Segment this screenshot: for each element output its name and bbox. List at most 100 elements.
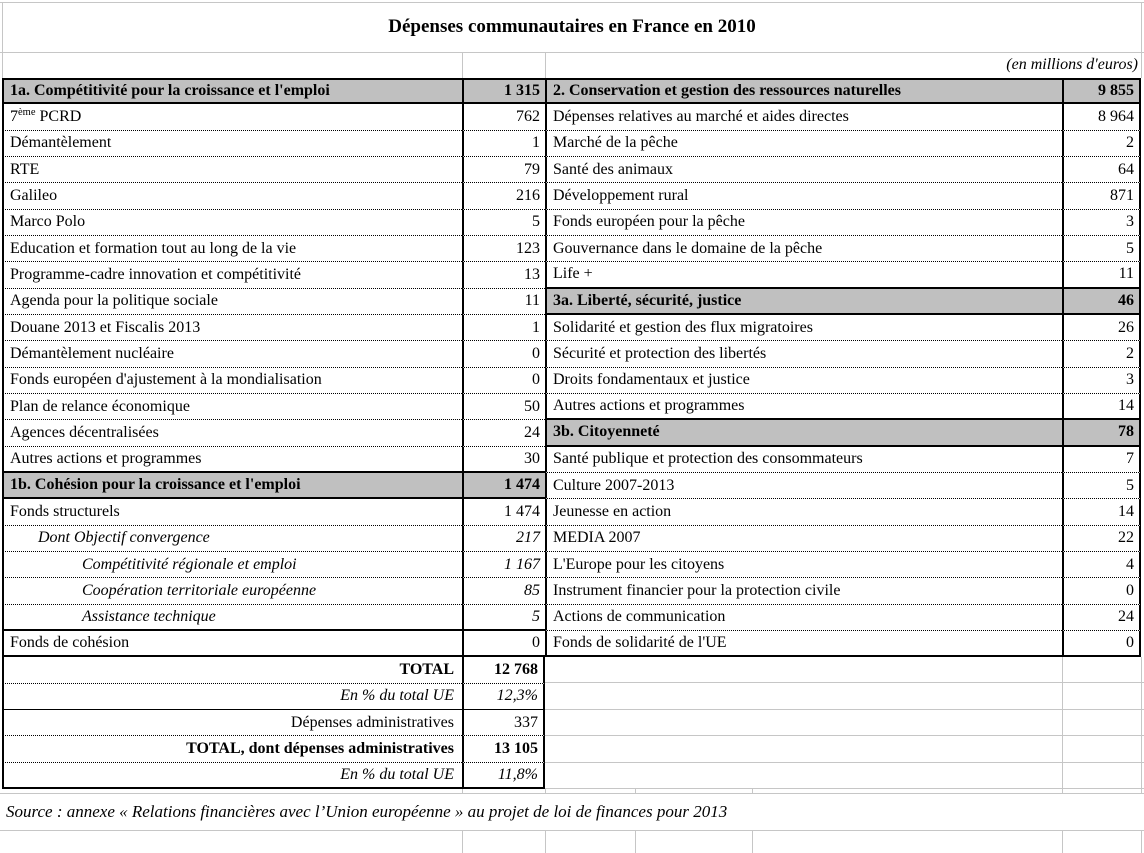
row-label: Jeunesse en action [545, 499, 1062, 526]
row-value: 217 [462, 525, 545, 552]
gridline [0, 52, 1144, 53]
section-header-label: 1b. Cohésion pour la croissance et l'emp… [2, 472, 462, 500]
gridline [0, 2, 1144, 3]
row-value: 2 [1062, 130, 1141, 157]
row-label: Autres actions et programmes [2, 446, 462, 473]
row-label: Fonds européen pour la pêche [545, 209, 1062, 236]
gridline [545, 682, 1144, 683]
row-label: Education et formation tout au long de l… [2, 235, 462, 263]
row-value: 0 [1062, 578, 1141, 605]
row-value: 30 [462, 446, 545, 473]
row-label: Développement rural [545, 183, 1062, 210]
row-value: 1 474 [462, 499, 545, 526]
row-value: 3 [1062, 209, 1141, 236]
row-value: 216 [462, 183, 545, 210]
row-value: 1 167 [462, 551, 545, 579]
row-label: Fonds structurels [2, 499, 462, 526]
row-value: 7 [1062, 446, 1141, 473]
row-label: Dont Objectif convergence [2, 525, 462, 552]
row-label: Santé des animaux [545, 156, 1062, 184]
row-label: Instrument financier pour la protection … [545, 578, 1062, 605]
row-value: 13 [462, 262, 545, 289]
row-label: Droits fondamentaux et justice [545, 367, 1062, 394]
section-header-value: 1 474 [462, 472, 545, 500]
row-value: 24 [1062, 604, 1141, 631]
gridline [462, 52, 463, 78]
gridline [635, 830, 636, 853]
gridline [635, 789, 636, 793]
row-value: 11 [462, 288, 545, 315]
row-label: Solidarité et gestion des flux migratoir… [545, 314, 1062, 342]
row-value: 64 [1062, 156, 1141, 184]
gridline [2, 2, 3, 78]
gridline [545, 709, 1144, 710]
budget-table: 1a. Compétitivité pour la croissance et … [2, 78, 1141, 789]
section-header-label: 3b. Citoyenneté [545, 420, 1062, 447]
gridline [545, 735, 1144, 736]
row-label: Fonds européen d'ajustement à la mondial… [2, 367, 462, 394]
gridline [0, 830, 1144, 831]
row-label: Gouvernance dans le domaine de la pêche [545, 235, 1062, 263]
row-value: 50 [462, 393, 545, 421]
row-label: TOTAL, dont dépenses administratives [2, 736, 462, 763]
row-label: Marco Polo [2, 209, 462, 236]
row-value: 85 [462, 578, 545, 605]
gridline [545, 762, 1144, 763]
row-value: 5 [1062, 472, 1141, 500]
row-value: 1 [462, 130, 545, 157]
section-header-label: 3a. Liberté, sécurité, justice [545, 288, 1062, 315]
gridline [545, 830, 546, 853]
section-header-label: 1a. Compétitivité pour la croissance et … [2, 78, 462, 105]
row-value: 5 [1062, 235, 1141, 263]
row-label: MEDIA 2007 [545, 525, 1062, 552]
row-value: 337 [462, 709, 545, 737]
row-value: 0 [462, 341, 545, 368]
section-header-value: 46 [1062, 288, 1141, 315]
row-value: 762 [462, 104, 545, 131]
row-label: Autres actions et programmes [545, 393, 1062, 421]
row-label: Actions de communication [545, 604, 1062, 631]
row-value: 3 [1062, 367, 1141, 394]
row-label: 7ème PCRD [2, 104, 462, 131]
row-value: 22 [1062, 525, 1141, 552]
row-label: Culture 2007-2013 [545, 472, 1062, 500]
section-header-value: 1 315 [462, 78, 545, 105]
row-label: L'Europe pour les citoyens [545, 551, 1062, 579]
section-header-label: 2. Conservation et gestion des ressource… [545, 78, 1062, 105]
section-header-value: 78 [1062, 420, 1141, 447]
row-label: Dépenses relatives au marché et aides di… [545, 104, 1062, 131]
row-value: 79 [462, 156, 545, 184]
row-label: Agences décentralisées [2, 420, 462, 447]
row-value: 11,8% [462, 762, 545, 789]
gridline [545, 52, 546, 78]
row-label: En % du total UE [2, 683, 462, 710]
row-label: Marché de la pêche [545, 130, 1062, 157]
row-value: 12 768 [462, 657, 545, 684]
source-note: Source : annexe « Relations financières … [6, 802, 728, 821]
row-label: Assistance technique [2, 604, 462, 631]
page-title: Dépenses communautaires en France en 201… [388, 16, 756, 37]
row-label: Douane 2013 et Fiscalis 2013 [2, 314, 462, 342]
gridline [752, 830, 753, 853]
row-value: 13 105 [462, 736, 545, 763]
row-value: 4 [1062, 551, 1141, 579]
row-label: Life + [545, 262, 1062, 289]
row-label: Galileo [2, 183, 462, 210]
gridline [545, 788, 1144, 789]
row-value: 12,3% [462, 683, 545, 710]
row-label: Sécurité et protection des libertés [545, 341, 1062, 368]
row-value: 24 [462, 420, 545, 447]
row-label: Démantèlement [2, 130, 462, 157]
gridline [1062, 657, 1063, 793]
row-value: 123 [462, 235, 545, 263]
row-label: Santé publique et protection des consomm… [545, 446, 1062, 473]
row-label: Programme-cadre innovation et compétitiv… [2, 262, 462, 289]
gridline [545, 789, 546, 793]
row-value: 5 [462, 209, 545, 236]
gridline [752, 789, 753, 793]
row-label: Plan de relance économique [2, 393, 462, 421]
row-value: 8 964 [1062, 104, 1141, 131]
row-label: Coopération territoriale européenne [2, 578, 462, 605]
gridline [1062, 830, 1063, 853]
